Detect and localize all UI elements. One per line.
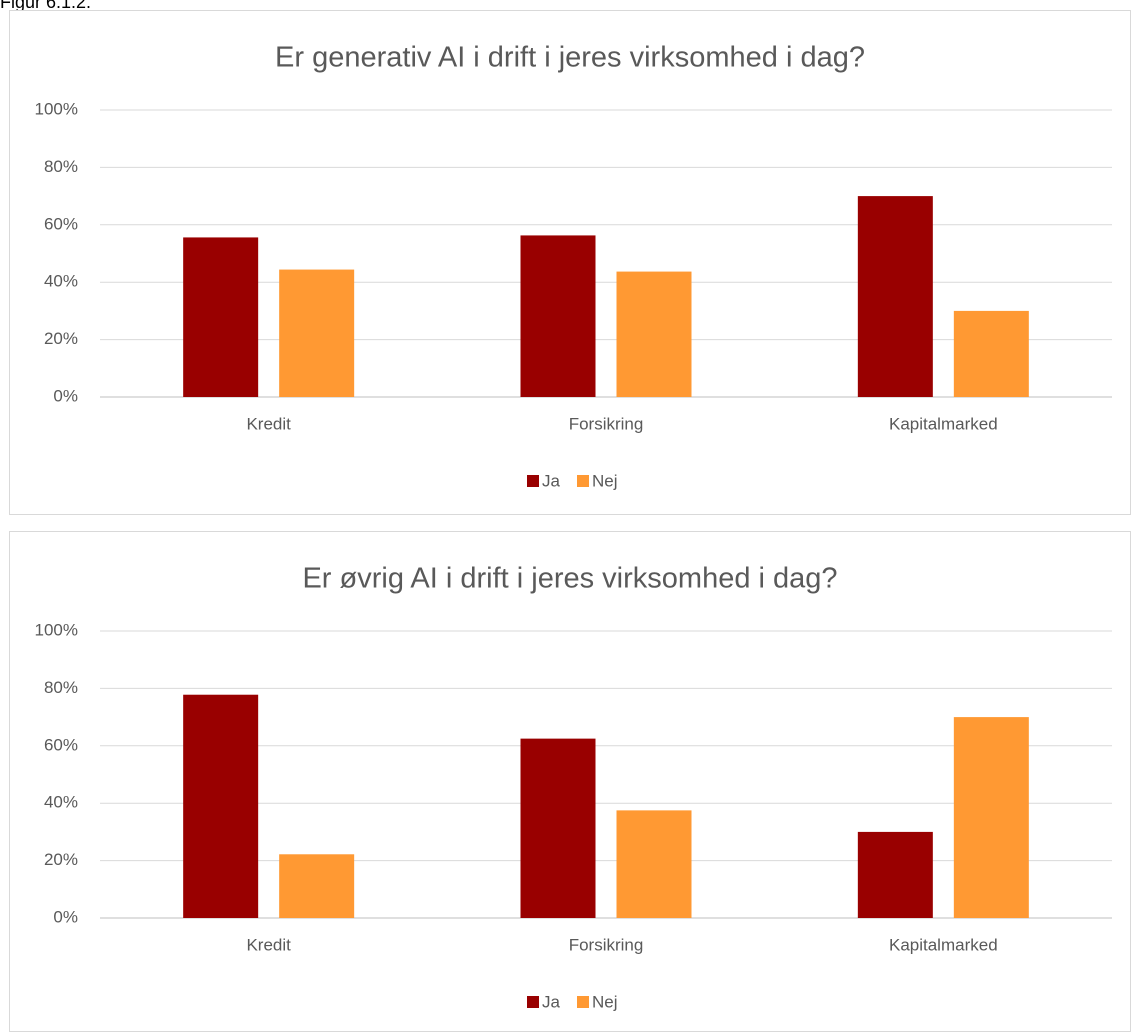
y-tick-label: 100% <box>35 99 78 118</box>
y-tick-label: 40% <box>44 793 78 812</box>
y-tick-label: 20% <box>44 850 78 869</box>
y-tick-label: 80% <box>44 678 78 697</box>
y-tick-label: 0% <box>53 907 78 926</box>
chart-title: Er øvrig AI i drift i jeres virksomhed i… <box>302 563 837 595</box>
bar <box>953 310 1029 397</box>
legend-label: Ja <box>542 471 561 490</box>
bar <box>183 237 259 397</box>
y-tick-label: 0% <box>53 386 78 405</box>
bar <box>616 271 692 397</box>
legend-swatch <box>577 996 589 1008</box>
x-tick-label: Kapitalmarked <box>889 414 998 433</box>
bar <box>520 738 596 918</box>
bar <box>857 196 933 397</box>
bar <box>616 810 692 918</box>
bar <box>953 717 1029 918</box>
legend-label: Ja <box>542 992 561 1011</box>
y-tick-label: 60% <box>44 735 78 754</box>
y-tick-label: 100% <box>35 620 78 639</box>
legend-label: Nej <box>592 471 618 490</box>
bar <box>520 235 596 397</box>
y-tick-label: 20% <box>44 329 78 348</box>
chart-title: Er generativ AI i drift i jeres virksomh… <box>275 42 865 74</box>
y-tick-label: 60% <box>44 214 78 233</box>
legend-swatch <box>577 475 589 487</box>
x-tick-label: Forsikring <box>569 414 644 433</box>
legend-swatch <box>527 475 539 487</box>
bar <box>279 269 355 397</box>
x-tick-label: Kapitalmarked <box>889 935 998 954</box>
bar <box>279 854 355 918</box>
bar <box>183 694 259 918</box>
bar <box>857 831 933 918</box>
caption: Figur 6.1.2. <box>0 0 91 12</box>
x-tick-label: Kredit <box>246 414 291 433</box>
y-tick-label: 80% <box>44 157 78 176</box>
legend-swatch <box>527 996 539 1008</box>
x-tick-label: Kredit <box>246 935 291 954</box>
y-tick-label: 40% <box>44 272 78 291</box>
x-tick-label: Forsikring <box>569 935 644 954</box>
legend-label: Nej <box>592 992 618 1011</box>
